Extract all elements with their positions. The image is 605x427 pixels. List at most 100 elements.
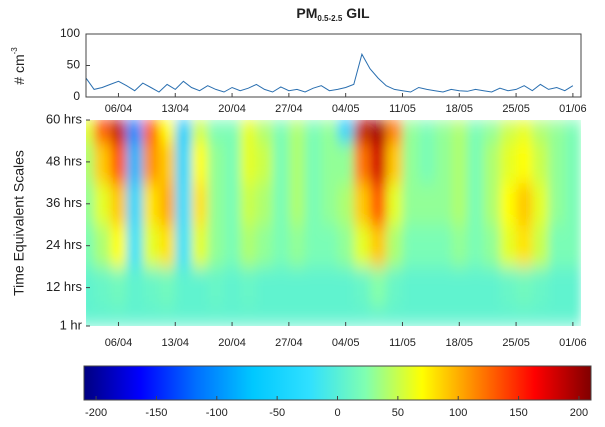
heatmap-cell	[142, 306, 160, 326]
heatmap-cell	[126, 306, 144, 326]
heatmap-cell	[451, 182, 468, 226]
heatmap-cell	[240, 182, 257, 226]
heatmap-cell	[386, 182, 403, 226]
heatmap-cell	[386, 120, 403, 142]
title-sub: 0.5-2.5	[317, 14, 342, 23]
heatmap-cell	[175, 182, 192, 226]
heatmap-cell	[272, 182, 290, 226]
heatmap-cell	[499, 306, 517, 326]
heatmap-cell	[516, 140, 533, 184]
heatmap-cell	[451, 306, 468, 326]
heatmap-cell	[110, 182, 128, 226]
heatmap-cell	[288, 224, 306, 268]
heatmap-cell	[467, 140, 485, 184]
x-tick-label: 27/04	[275, 103, 303, 115]
title-main: PM	[296, 5, 317, 21]
heatmap-cell	[288, 120, 306, 142]
heatmap-cell	[386, 140, 403, 184]
heatmap-cell	[467, 266, 485, 308]
heatmap-cell	[402, 224, 420, 268]
heatmap-cell	[451, 120, 468, 142]
heatmap-cell	[240, 140, 257, 184]
heatmap-cell	[223, 120, 241, 142]
heatmap-cell	[207, 266, 225, 308]
heatmap-cell	[532, 182, 550, 226]
heatmap-cell	[499, 266, 517, 308]
heatmap-cell	[240, 266, 257, 308]
heatmap-cell	[175, 120, 192, 142]
heatmap-cell	[175, 266, 192, 308]
chart-title: PM0.5-2.5 GIL	[296, 5, 370, 23]
heatmap-cell	[223, 182, 241, 226]
heatmap-cell	[337, 140, 355, 184]
x-tick-label: 27/04	[275, 337, 303, 349]
colorbar-tick-label: -200	[85, 407, 107, 419]
y-tick-label: 36 hrs	[46, 195, 83, 210]
colorbar-tick-label: 0	[334, 407, 340, 419]
heatmap-cell	[370, 140, 387, 184]
heatmap-cell	[126, 224, 144, 268]
heatmap-cell	[532, 306, 550, 326]
colorbar-tick-label: 50	[392, 407, 404, 419]
heatmap-cell	[94, 306, 111, 326]
y-tick-label: 48 hrs	[46, 153, 83, 168]
heatmap-cell	[86, 306, 95, 326]
heatmap-cell	[240, 120, 257, 142]
heatmap-cell	[451, 224, 468, 268]
heatmap-cell	[370, 120, 387, 142]
heatmap-cell	[305, 182, 322, 226]
heatmap-cell	[467, 182, 485, 226]
heatmap-cell	[207, 120, 225, 142]
y-axis-label: Time Equivalent Scales	[11, 150, 27, 296]
heatmap-cell	[467, 224, 485, 268]
heatmap-cell	[94, 224, 111, 268]
heatmap-cell	[256, 306, 274, 326]
heatmap-cell	[86, 224, 95, 268]
x-tick-label: 18/05	[446, 337, 474, 349]
heatmap-cell	[532, 266, 550, 308]
colorbar-tick-label: -150	[145, 407, 167, 419]
heatmap-cell	[516, 306, 533, 326]
heatmap-cell	[418, 224, 436, 268]
heatmap-cell	[548, 182, 566, 226]
heatmap-cell	[564, 140, 581, 184]
heatmap-cell	[499, 224, 517, 268]
heatmap-cell	[223, 266, 241, 308]
heatmap-cell	[483, 140, 501, 184]
heatmap-cells	[86, 120, 581, 326]
heatmap-cell	[370, 224, 387, 268]
colorbar-tick-label: -100	[206, 407, 228, 419]
x-tick-label: 01/06	[559, 337, 587, 349]
y-tick-label: 12 hrs	[46, 279, 83, 294]
heatmap-cell	[256, 266, 274, 308]
heatmap-cell	[86, 266, 95, 308]
heatmap-cell	[256, 120, 274, 142]
y-tick-label: 24 hrs	[46, 237, 83, 252]
heatmap-cell	[288, 306, 306, 326]
heatmap-cell	[223, 224, 241, 268]
heatmap-cell	[272, 266, 290, 308]
x-tick-label: 06/04	[105, 337, 133, 349]
heatmap-cell	[305, 120, 322, 142]
heatmap-cell	[451, 266, 468, 308]
heatmap-cell	[256, 140, 274, 184]
heatmap-cell	[110, 306, 128, 326]
heatmap-cell	[418, 182, 436, 226]
heatmap-cell	[288, 182, 306, 226]
x-tick-label: 04/05	[332, 337, 360, 349]
heatmap-cell	[159, 306, 176, 326]
x-tick-label: 13/04	[161, 337, 189, 349]
heatmap-cell	[272, 224, 290, 268]
heatmap-cell	[321, 140, 339, 184]
heatmap-cell	[175, 140, 192, 184]
heatmap	[86, 120, 581, 326]
heatmap-cell	[564, 224, 581, 268]
heatmap-cell	[370, 266, 387, 308]
x-tick-label: 25/05	[502, 337, 530, 349]
heatmap-cell	[564, 120, 581, 142]
heatmap-cell	[305, 224, 322, 268]
heatmap-cell	[370, 182, 387, 226]
heatmap-cell	[499, 182, 517, 226]
heatmap-cell	[386, 266, 403, 308]
